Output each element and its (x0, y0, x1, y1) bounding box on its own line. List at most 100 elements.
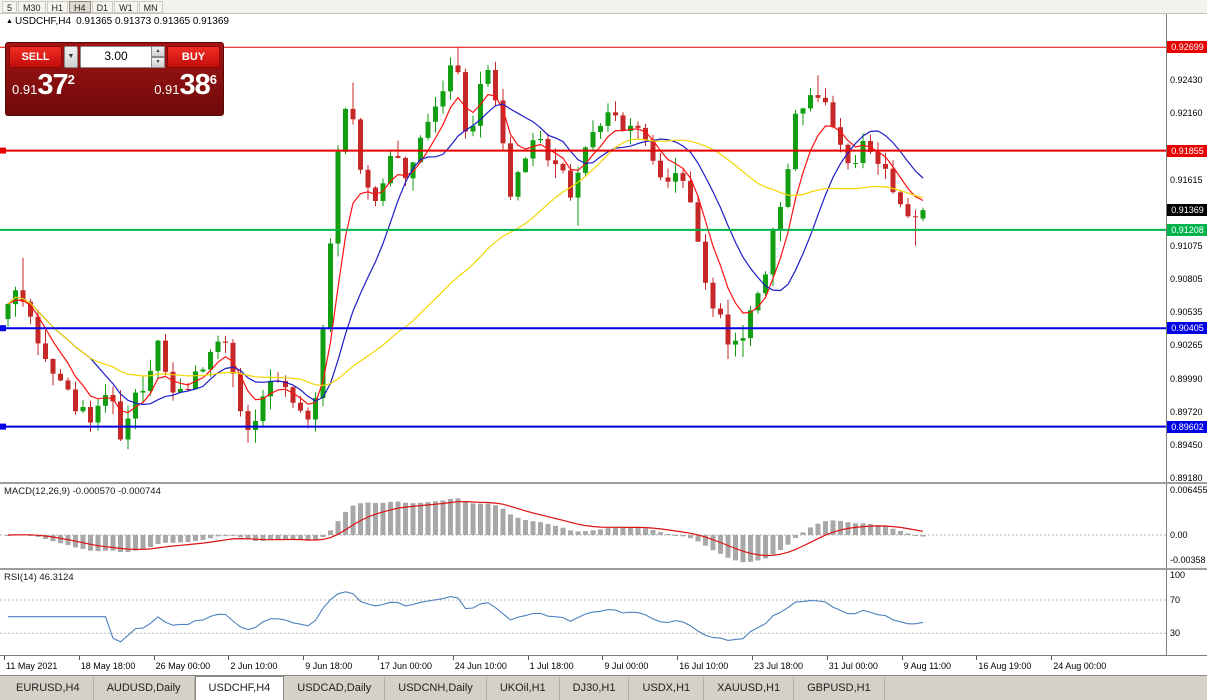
time-tick-mark (78, 656, 80, 660)
time-tick-label: 26 May 00:00 (155, 661, 211, 671)
sell-price-display: 0.91 37 2 (12, 69, 75, 101)
sell-button[interactable]: SELL (9, 46, 62, 68)
timeframe-button-m30[interactable]: M30 (18, 0, 46, 13)
chart-tab-eurusd[interactable]: EURUSD,H4 (3, 677, 94, 700)
rsi-label: RSI(14) 46.3124 (4, 572, 74, 583)
time-tick-mark (1051, 656, 1053, 660)
time-tick-label: 24 Aug 00:00 (1053, 661, 1107, 671)
rsi-tick-label: 100 (1170, 570, 1186, 580)
chart-tab-usdx[interactable]: USDX,H1 (629, 677, 705, 700)
chart-symbol-label: USDCHF,H4 (14, 16, 72, 27)
time-tick-mark (826, 656, 828, 660)
time-tick-mark (378, 656, 379, 660)
chart-tab-ukoil[interactable]: UKOil,H1 (487, 677, 560, 700)
time-tick-label: 16 Aug 19:00 (978, 661, 1032, 671)
buy-price-pip: 6 (209, 72, 217, 87)
time-tick-label: 24 Jun 10:00 (454, 661, 507, 671)
macd-tick-label: 0.006455 (1170, 485, 1207, 495)
price-tick-label: 0.92430 (1170, 75, 1203, 86)
macd-axis: 0.006455 0.00 -0.00358 (1166, 484, 1207, 568)
price-tick-label: 0.89450 (1170, 440, 1203, 451)
chart-tab-audusd[interactable]: AUDUSD,Daily (94, 677, 195, 700)
time-tick-label: 11 May 2021 (6, 661, 58, 671)
price-tick-label: 0.91615 (1170, 175, 1203, 185)
time-tick-label: 9 Jul 00:00 (604, 661, 649, 671)
chart-tab-dj30[interactable]: DJ30,H1 (560, 677, 630, 700)
hline-price-tag: 0.91208 (1167, 223, 1207, 236)
time-tick-label: 17 Jun 00:00 (380, 661, 433, 671)
main-chart-panel[interactable]: ▲ USDCHF,H4 0.91365 0.91373 0.91365 0.9136… (0, 14, 1207, 484)
lot-decrease-button[interactable]: ▼ (152, 57, 165, 68)
chart-header: ▲ USDCHF,H4 0.91365 0.91373 0.91365 0.9136… (6, 16, 229, 27)
chart-tab-gbpusd[interactable]: GBPUSD,H1 (794, 677, 885, 700)
price-tick-label: 0.91075 (1170, 241, 1203, 252)
time-tick-mark (976, 656, 978, 660)
symbol-arrow-icon: ▲ (6, 18, 13, 25)
timeframe-button-d1[interactable]: D1 (91, 0, 114, 13)
lot-increase-button[interactable]: ▲ (152, 46, 165, 57)
macd-panel[interactable]: MACD(12,26,9) -0.000570 -0.000744 0.0064… (0, 482, 1207, 568)
hline-price-tag: 0.91855 (1167, 144, 1207, 157)
price-tick-label: 0.90805 (1170, 274, 1203, 285)
buy-price-big: 38 (179, 69, 211, 101)
time-tick-mark (452, 656, 454, 660)
time-tick-label: 23 Jul 18:00 (754, 661, 804, 671)
price-tick-label: 0.89720 (1170, 407, 1203, 418)
rsi-tick-label: 70 (1170, 595, 1181, 605)
timeframe-button-h1[interactable]: H1 (46, 0, 69, 13)
macd-label: MACD(12,26,9) -0.000570 -0.000744 (4, 486, 161, 497)
timeframe-button-mn[interactable]: MN (138, 0, 163, 13)
buy-price-prefix: 0.91 (154, 82, 180, 97)
one-click-trading-panel: SELL ▼ 3.00 ▲ ▼ BUY 0.91 37 2 0.91 38 6 (5, 42, 224, 116)
timeframe-button-w1[interactable]: W1 (114, 0, 138, 13)
time-tick-label: 16 Jul 10:00 (679, 661, 729, 671)
buy-price-display: 0.91 38 6 (154, 69, 217, 101)
rsi-panel[interactable]: RSI(14) 46.3124 100 70 30 (0, 568, 1207, 655)
time-axis[interactable]: 11 May 2021 18 May 18:00 26 May 00:00 2 Jun… (0, 655, 1207, 675)
time-tick-mark (901, 656, 903, 660)
lot-size-input[interactable]: 3.00 (80, 46, 152, 68)
rsi-plot[interactable] (0, 570, 1166, 655)
macd-tick-label: -0.00358 (1170, 555, 1206, 565)
macd-tick-label: 0.00 (1170, 530, 1188, 540)
chart-tab-xauusd[interactable]: XAUUSD,H1 (704, 677, 795, 700)
chart-ohlc-values: 0.91365 0.91373 0.91365 0.91369 (76, 16, 229, 27)
price-chart[interactable] (0, 14, 1166, 482)
chart-tab-usdcad[interactable]: USDCAD,Daily (284, 677, 386, 700)
chart-tab-usdcnh[interactable]: USDCNH,Daily (385, 677, 487, 700)
time-tick-mark (228, 656, 230, 660)
time-tick-mark (752, 656, 753, 660)
price-axis[interactable]: 0.92430 0.92160 0.91615 0.91075 0.90805 0.905… (1166, 14, 1207, 484)
time-tick-label: 18 May 18:00 (80, 661, 136, 671)
time-tick-label: 9 Aug 11:00 (903, 661, 951, 671)
time-tick-label: 9 Jun 18:00 (305, 661, 353, 671)
lot-dropdown-button[interactable]: ▼ (64, 46, 78, 68)
macd-plot[interactable] (0, 484, 1166, 568)
time-tick-mark (677, 656, 679, 660)
chart-tabs-bar: EURUSD,H4 AUDUSD,Daily USDCHF,H4 USDCAD,Dai… (0, 675, 1207, 700)
rsi-tick-label: 30 (1170, 628, 1181, 638)
price-tick-label: 0.90535 (1170, 307, 1203, 318)
sell-price-prefix: 0.91 (12, 82, 38, 97)
time-tick-mark (4, 656, 5, 660)
time-tick-mark (602, 656, 604, 660)
price-tick-label: 0.92160 (1170, 108, 1203, 119)
price-tick-label: 0.89990 (1170, 374, 1203, 385)
chart-tab-usdchf[interactable]: USDCHF,H4 (194, 676, 285, 700)
hline-price-tag: 0.89602 (1167, 420, 1207, 433)
price-tick-label: 0.90265 (1170, 340, 1203, 351)
timeframe-button-5[interactable]: 5 (2, 0, 18, 13)
time-tick-label: 1 Jul 18:00 (529, 661, 574, 671)
lot-spinner: ▲ ▼ (152, 46, 165, 68)
time-tick-label: 31 Jul 00:00 (828, 661, 878, 671)
rsi-axis: 100 70 30 (1166, 570, 1207, 655)
time-tick-mark (303, 656, 305, 660)
sell-price-pip: 2 (67, 72, 75, 87)
current-price-tag: 0.91369 (1167, 204, 1207, 217)
time-tick-label: 2 Jun 10:00 (230, 661, 278, 671)
buy-button[interactable]: BUY (167, 46, 220, 68)
timeframe-button-h4[interactable]: H4 (69, 0, 91, 13)
price-tick-label: 0.89180 (1170, 473, 1203, 484)
hline-price-tag: 0.90405 (1167, 322, 1207, 335)
hline-price-tag: 0.92699 (1167, 41, 1207, 54)
